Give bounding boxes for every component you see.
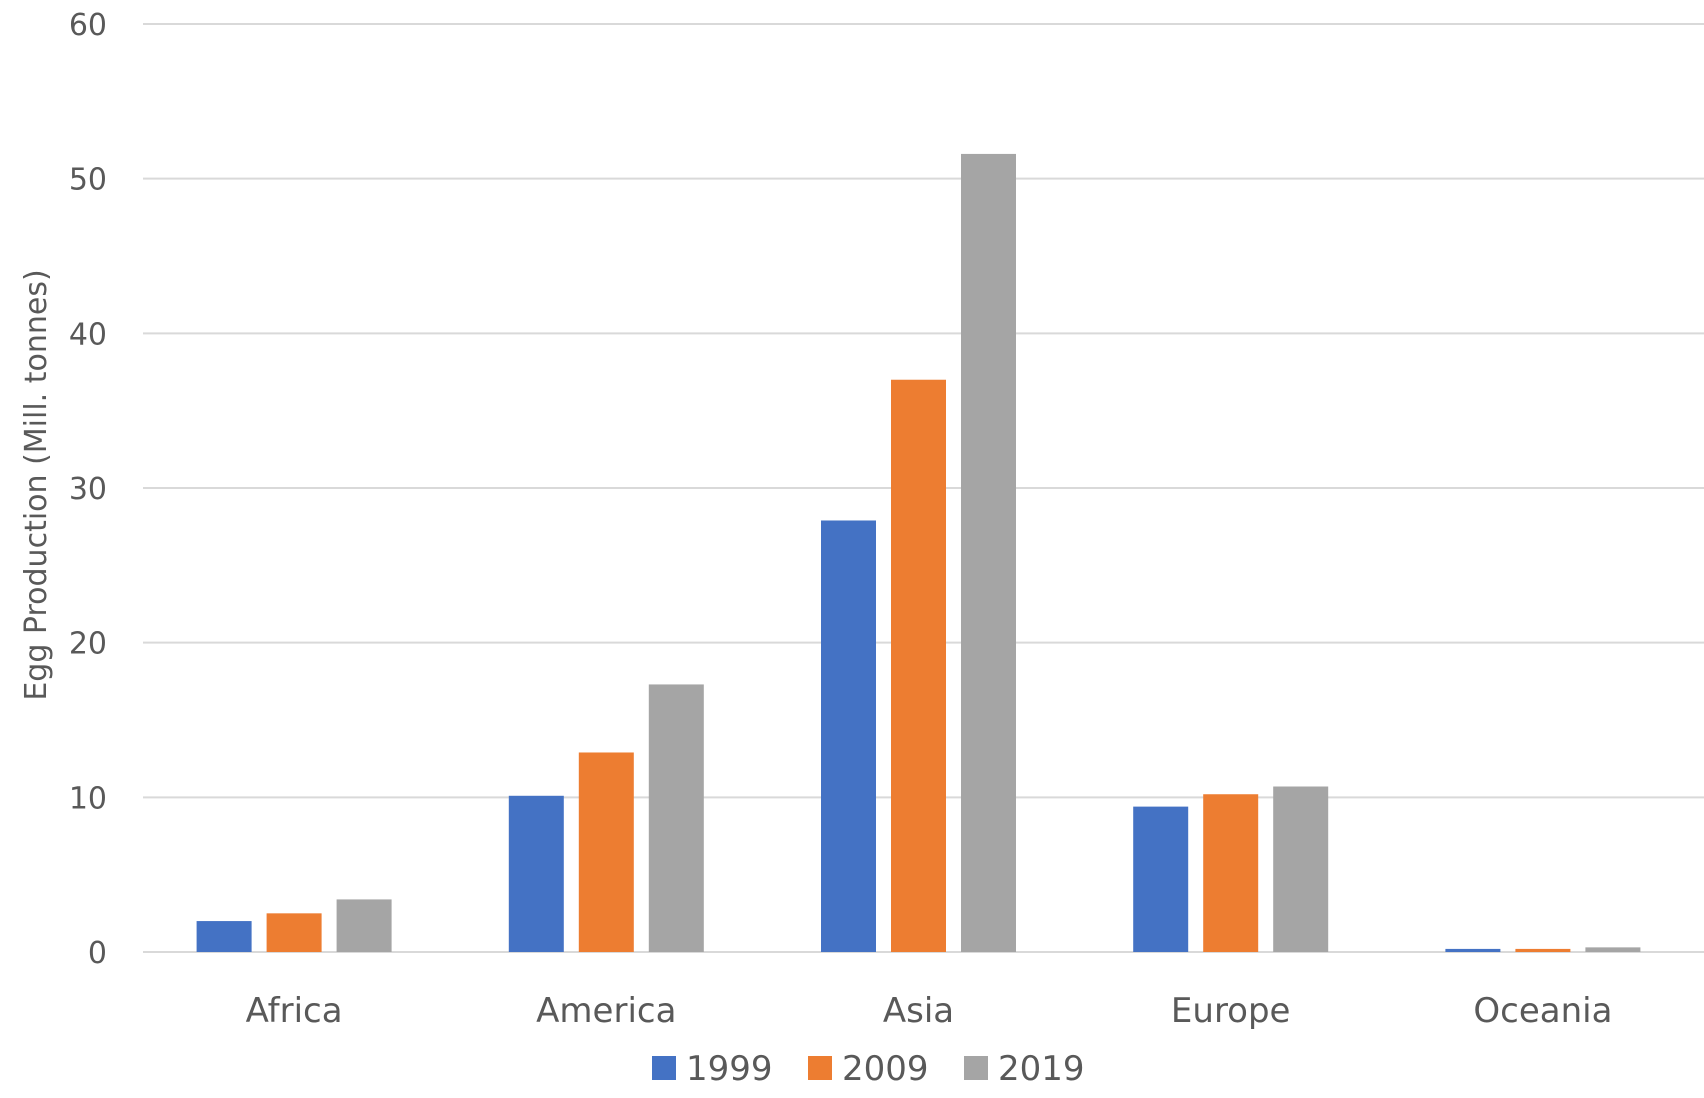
bar-europe-2019	[1273, 786, 1329, 952]
x-category-label: Asia	[883, 991, 954, 1031]
legend-label-2019: 2019	[998, 1049, 1085, 1089]
bar-asia-2019	[961, 153, 1016, 953]
bar-asia-2009	[891, 379, 946, 952]
y-axis-ticks: 0 10 20 30 40 50 60	[69, 8, 107, 971]
x-category-label: Oceania	[1473, 991, 1612, 1031]
bar-america-2009	[578, 752, 634, 952]
y-tick-label: 40	[69, 317, 107, 352]
x-category-label: Europe	[1171, 991, 1291, 1031]
bars	[196, 153, 1641, 953]
bar-africa-2019	[336, 899, 392, 952]
y-tick-label: 20	[69, 627, 107, 662]
y-tick-label: 50	[69, 163, 107, 198]
y-tick-label: 60	[69, 8, 107, 43]
x-axis-categories: Africa America Asia Europe Oceania	[246, 991, 1613, 1031]
legend-swatch-2009	[808, 1056, 832, 1080]
legend-label-1999: 1999	[686, 1049, 773, 1089]
bar-africa-2009	[266, 913, 322, 952]
legend-swatch-1999	[652, 1056, 676, 1080]
x-category-label: Africa	[246, 991, 343, 1031]
y-tick-label: 10	[69, 781, 107, 816]
bar-america-1999	[508, 795, 564, 952]
bar-europe-1999	[1133, 806, 1189, 952]
bar-asia-1999	[821, 520, 876, 952]
y-axis-label: Egg Production (Mill. tonnes)	[19, 269, 54, 700]
bar-oceania-2019	[1585, 947, 1641, 952]
bar-oceania-2009	[1515, 948, 1571, 952]
bar-africa-1999	[196, 921, 252, 952]
bar-america-2019	[648, 684, 704, 952]
y-tick-label: 0	[88, 936, 107, 971]
legend: 1999 2009 2019	[652, 1049, 1085, 1089]
y-tick-label: 30	[69, 472, 107, 507]
legend-label-2009: 2009	[842, 1049, 929, 1089]
bar-oceania-1999	[1445, 948, 1501, 952]
bar-europe-2009	[1203, 794, 1259, 952]
legend-swatch-2019	[964, 1056, 988, 1080]
x-category-label: America	[536, 991, 676, 1031]
